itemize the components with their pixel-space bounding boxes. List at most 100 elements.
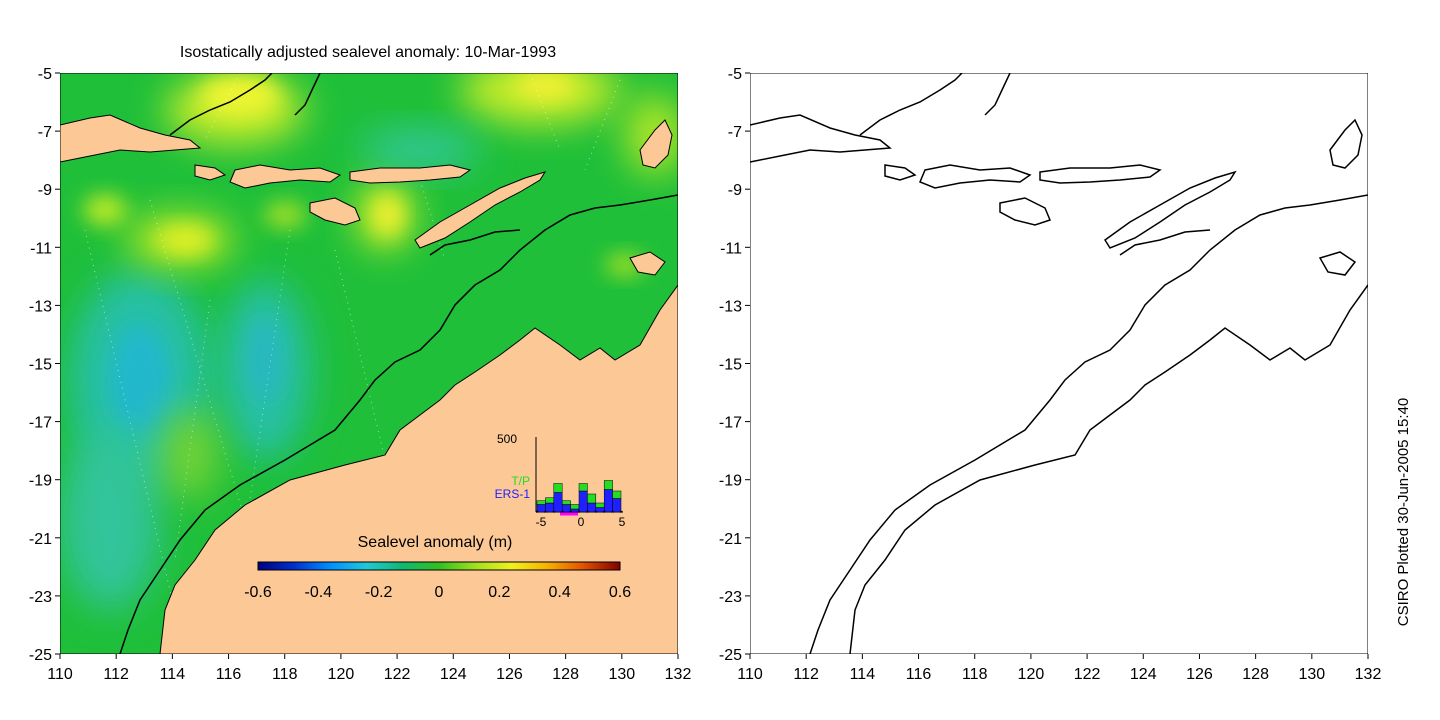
- contour-lines: [119, 73, 678, 654]
- histogram-day-marker: *: [603, 509, 606, 518]
- legend-ers1: ERS-1: [495, 487, 531, 501]
- colorbar: Sealevel anomaly (m) -0.6 -0.4 -0.2 0 0.2 0.4…: [244, 534, 631, 601]
- sumba-island: [309, 197, 361, 226]
- y-tick-label: -13: [719, 298, 742, 315]
- histogram-day-marker: *: [586, 509, 589, 518]
- x-tick-label: 126: [1186, 666, 1213, 683]
- timor-island: [414, 171, 547, 249]
- colorbar-tick-label: 0.4: [549, 584, 571, 601]
- colorbar-tick-label: -0.4: [305, 584, 333, 601]
- x-tick-label: 116: [906, 666, 932, 683]
- histogram-bar-tp: [536, 500, 546, 505]
- histogram-day-marker: *: [611, 509, 614, 518]
- x-tick-label: 128: [1242, 666, 1269, 683]
- right-x-axis: 110 112 114 116 118 120 122 124 126 128 130 132: [737, 654, 1381, 683]
- colorbar-tick-label: 0.6: [609, 584, 631, 601]
- x-tick-label: 124: [440, 666, 467, 683]
- colorbar-tick-label: -0.6: [244, 584, 272, 601]
- legend-tp: T/P: [511, 474, 530, 488]
- left-x-axis: 110 112 114 116 118 120 122 124 126 128 130 132: [47, 654, 691, 683]
- histogram-day-marker: *: [544, 509, 547, 518]
- x-tick-label: 122: [384, 666, 411, 683]
- histogram-xtick-mid: 0: [578, 515, 585, 529]
- histogram-bar-tp: [595, 502, 605, 508]
- y-tick-label: -15: [719, 357, 742, 374]
- x-tick-label: 124: [1130, 666, 1157, 683]
- x-tick-label: 110: [47, 666, 73, 683]
- y-tick-label: -11: [720, 240, 742, 257]
- coastline-map: [750, 73, 1368, 654]
- y-tick-label: -15: [29, 357, 52, 374]
- histogram-bar-tp: [553, 483, 563, 493]
- colorbar-gradient: [257, 561, 621, 571]
- colorbar-tick-label: 0.2: [488, 584, 510, 601]
- y-tick-label: -7: [728, 124, 742, 141]
- left-y-axis: -5 -7 -9 -11 -13 -15 -17 -19 -21 -23 -25: [29, 66, 60, 664]
- x-tick-label: 128: [552, 666, 579, 683]
- x-tick-label: 118: [272, 666, 298, 683]
- x-tick-label: 118: [962, 666, 988, 683]
- histogram-bar-tp: [545, 497, 555, 504]
- bali-lombok-island: [194, 164, 227, 181]
- sumbawa-island: [229, 164, 342, 189]
- y-tick-label: -23: [29, 589, 52, 606]
- x-tick-label: 130: [1298, 666, 1325, 683]
- x-tick-label: 120: [1018, 666, 1045, 683]
- histogram-day-marker: *: [594, 509, 597, 518]
- histogram-inset: 500 *********** T/P ERS-1 -5 0 5: [495, 432, 626, 529]
- histogram-xtick-right: 5: [619, 515, 626, 529]
- x-tick-label: 132: [1355, 666, 1382, 683]
- colorbar-tick-label: -0.2: [365, 584, 393, 601]
- histogram-xtick-left: -5: [536, 515, 547, 529]
- colorbar-label: Sealevel anomaly (m): [358, 534, 513, 551]
- y-tick-label: -5: [728, 66, 742, 83]
- y-tick-label: -9: [728, 182, 742, 199]
- coastline-outlines: [750, 73, 1368, 654]
- x-tick-label: 112: [793, 666, 819, 683]
- x-tick-label: 114: [850, 666, 876, 683]
- y-tick-label: -25: [29, 647, 52, 664]
- eastern-islands: [639, 119, 673, 169]
- plot-credit: CSIRO Plotted 30-Jun-2005 15:40: [1395, 398, 1412, 626]
- plot-title: Isostatically adjusted sealevel anomaly:…: [180, 44, 556, 61]
- y-tick-label: -21: [29, 531, 52, 548]
- y-tick-label: -17: [719, 415, 742, 432]
- y-tick-label: -5: [38, 66, 52, 83]
- histogram-bar-tp: [578, 483, 588, 492]
- x-tick-label: 130: [608, 666, 635, 683]
- y-tick-label: -19: [29, 473, 52, 490]
- histogram-day-marker: *: [552, 509, 555, 518]
- y-tick-label: -19: [719, 473, 742, 490]
- y-tick-label: -7: [38, 124, 52, 141]
- x-tick-label: 132: [665, 666, 692, 683]
- histogram-bar-tp: [561, 500, 571, 505]
- anomaly-blobs: [60, 73, 678, 610]
- satellite-tracks: [84, 73, 621, 654]
- x-tick-label: 110: [737, 666, 763, 683]
- x-tick-label: 122: [1074, 666, 1101, 683]
- x-tick-label: 112: [103, 666, 129, 683]
- histogram-day-marker: *: [619, 509, 622, 518]
- y-tick-label: -13: [29, 298, 52, 315]
- x-tick-label: 114: [160, 666, 186, 683]
- colorbar-tick-label: 0: [435, 584, 444, 601]
- y-tick-label: -9: [38, 182, 52, 199]
- y-tick-label: -11: [30, 240, 52, 257]
- y-tick-label: -25: [719, 647, 742, 664]
- histogram-bar-tp: [603, 480, 613, 490]
- y-tick-label: -21: [719, 531, 742, 548]
- flores-island: [349, 164, 472, 184]
- x-tick-label: 116: [216, 666, 242, 683]
- histogram-day-marker: *: [577, 509, 580, 518]
- right-y-axis: -5 -7 -9 -11 -13 -15 -17 -19 -21 -23 -25: [719, 66, 750, 664]
- x-tick-label: 126: [496, 666, 523, 683]
- histogram-bar-tp: [612, 490, 622, 499]
- histogram-day-marker: *: [535, 509, 538, 518]
- kimberley-coast: [629, 251, 666, 276]
- java-island: [60, 114, 202, 163]
- y-tick-label: -17: [29, 415, 52, 432]
- histogram-bar-tp: [587, 493, 597, 504]
- y-tick-label: -23: [719, 589, 742, 606]
- histogram-ymax-label: 500: [497, 432, 517, 446]
